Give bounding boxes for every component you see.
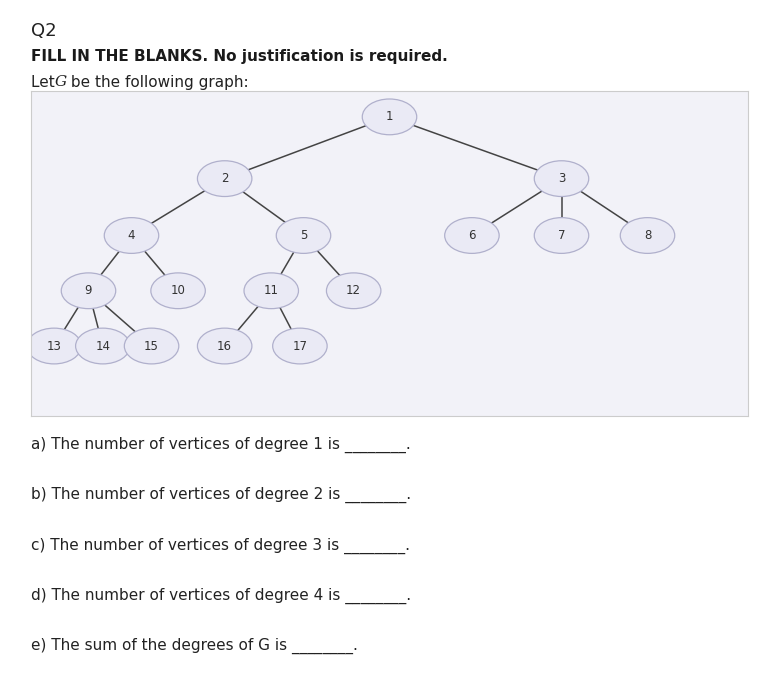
Text: 10: 10 <box>171 284 185 297</box>
Text: 6: 6 <box>468 229 476 242</box>
Text: Q2: Q2 <box>31 22 57 41</box>
Ellipse shape <box>197 328 252 364</box>
Ellipse shape <box>277 217 331 254</box>
Text: a) The number of vertices of degree 1 is ________.: a) The number of vertices of degree 1 is… <box>31 437 411 453</box>
Text: c) The number of vertices of degree 3 is ________.: c) The number of vertices of degree 3 is… <box>31 538 411 554</box>
Text: 3: 3 <box>558 172 566 185</box>
Text: 11: 11 <box>264 284 279 297</box>
Ellipse shape <box>151 273 206 309</box>
Ellipse shape <box>104 217 159 254</box>
Text: be the following graph:: be the following graph: <box>66 75 249 89</box>
Text: d) The number of vertices of degree 4 is ________.: d) The number of vertices of degree 4 is… <box>31 588 411 604</box>
Ellipse shape <box>197 161 252 196</box>
Text: 15: 15 <box>144 340 159 352</box>
Text: Let: Let <box>31 75 60 89</box>
Text: 7: 7 <box>558 229 566 242</box>
Text: 4: 4 <box>128 229 136 242</box>
Text: b) The number of vertices of degree 2 is ________.: b) The number of vertices of degree 2 is… <box>31 487 411 503</box>
Ellipse shape <box>125 328 179 364</box>
Ellipse shape <box>534 161 589 196</box>
Text: FILL IN THE BLANKS. No justification is required.: FILL IN THE BLANKS. No justification is … <box>31 49 448 64</box>
Ellipse shape <box>445 217 499 254</box>
Text: 13: 13 <box>47 340 62 352</box>
Text: 17: 17 <box>292 340 308 352</box>
Ellipse shape <box>326 273 381 309</box>
Text: 8: 8 <box>643 229 651 242</box>
Ellipse shape <box>26 328 81 364</box>
Text: 5: 5 <box>300 229 307 242</box>
Ellipse shape <box>273 328 327 364</box>
Text: 2: 2 <box>221 172 228 185</box>
Text: 1: 1 <box>386 110 393 123</box>
Text: 12: 12 <box>346 284 361 297</box>
Ellipse shape <box>244 273 298 309</box>
Ellipse shape <box>620 217 675 254</box>
Text: 14: 14 <box>95 340 111 352</box>
Text: e) The sum of the degrees of G is ________.: e) The sum of the degrees of G is ______… <box>31 638 358 654</box>
Text: 9: 9 <box>85 284 92 297</box>
Text: 16: 16 <box>217 340 232 352</box>
Ellipse shape <box>62 273 116 309</box>
Text: G: G <box>55 75 67 89</box>
Ellipse shape <box>362 99 417 135</box>
Ellipse shape <box>76 328 130 364</box>
Ellipse shape <box>534 217 589 254</box>
